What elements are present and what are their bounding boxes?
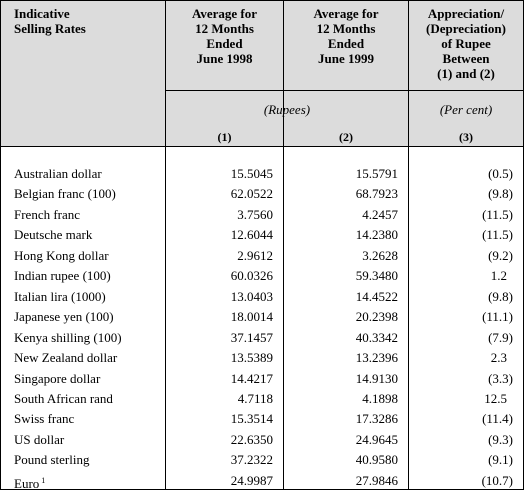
row-label: South African rand	[14, 390, 113, 406]
row-label: US dollar	[14, 431, 65, 447]
footnote-mark: 1	[39, 475, 46, 485]
cell-value: 14.4217	[230, 370, 273, 386]
cell-value: 14.4522	[355, 288, 398, 304]
cell-value: 15.3514	[230, 411, 273, 427]
row-label: Euro 1	[14, 475, 46, 491]
header-text: Selling Rates	[14, 21, 86, 36]
cell-value: 4.1898	[362, 390, 398, 406]
cell-value: 60.0326	[230, 268, 273, 284]
cell-value: (11.1)	[482, 309, 513, 325]
cell-value: 68.7923	[355, 186, 398, 202]
row-label: Italian lira (1000)	[14, 288, 106, 304]
cell-value: 37.1457	[230, 329, 273, 345]
column-number: (3)	[459, 130, 473, 144]
cell-value: (11.4)	[482, 411, 513, 427]
cell-value: 40.3342	[355, 329, 398, 345]
cell-value: 24.9987	[230, 472, 273, 488]
cell-value: (7.9)	[488, 329, 513, 345]
cell-value: 62.0522	[230, 186, 273, 202]
header-text: (Depreciation)	[426, 21, 506, 36]
cell-value: 27.9846	[355, 472, 398, 488]
header-text: 12 Months	[195, 21, 254, 36]
column-number: (1)	[217, 130, 232, 144]
column-rule	[408, 1, 409, 489]
cell-value: 59.3480	[355, 268, 398, 284]
row-label: Singapore dollar	[14, 370, 101, 386]
header-text: of Rupee	[441, 36, 491, 51]
row-label: Deutsche mark	[14, 227, 93, 243]
row-label: Swiss franc	[14, 411, 75, 427]
cell-value: 3.7560	[237, 206, 273, 222]
header-text: Average for	[191, 6, 258, 21]
header-text: Ended	[327, 36, 365, 51]
cell-value: 12.5	[484, 390, 507, 406]
header-text: Average for	[313, 6, 379, 21]
cell-value: 4.2457	[362, 206, 398, 222]
cell-value: 18.0014	[230, 309, 273, 325]
cell-value: 13.5389	[230, 350, 273, 366]
row-label: Kenya shilling (100)	[14, 329, 122, 345]
cell-value: 14.2380	[355, 227, 398, 243]
cell-value: 15.5791	[355, 166, 398, 181]
cell-value: 13.2396	[355, 350, 398, 366]
unit-label: (Rupees)	[263, 102, 311, 117]
unit-label: (Per cent)	[439, 102, 493, 117]
cell-value: (9.8)	[488, 186, 513, 202]
column-number: (2)	[339, 130, 353, 144]
cell-value: (9.1)	[488, 452, 513, 468]
cell-value: 13.0403	[230, 288, 273, 304]
cell-value: 3.2628	[362, 247, 398, 263]
cell-value: 1.2	[490, 268, 507, 284]
header-text: Ended	[206, 36, 243, 51]
row-label: Australian dollar	[14, 166, 102, 181]
cell-value: 17.3286	[355, 411, 398, 427]
header-text: (1) and (2)	[437, 66, 495, 81]
cell-value: (11.5)	[482, 227, 513, 243]
cell-value: 37.2322	[230, 452, 273, 468]
row-rule	[165, 90, 523, 91]
header-text: June 1999	[318, 51, 374, 66]
row-label: Hong Kong dollar	[14, 247, 109, 263]
cell-value: (9.2)	[488, 247, 513, 263]
row-label: Japanese yen (100)	[14, 309, 114, 325]
row-label: Pound sterling	[14, 452, 90, 468]
cell-value: 14.9130	[355, 370, 398, 386]
column-rule	[283, 1, 284, 489]
header-text: 12 Months	[316, 21, 376, 36]
cell-value: (0.5)	[488, 166, 513, 181]
row-label: Indian rupee (100)	[14, 268, 111, 284]
column-rule	[165, 1, 166, 489]
cell-value: (11.5)	[482, 206, 513, 222]
cell-value: 40.9580	[355, 452, 398, 468]
cell-value: 2.3	[490, 350, 507, 366]
header-text: June 1998	[196, 51, 253, 66]
cell-value: 24.9645	[355, 431, 398, 447]
header-text: Indicative	[14, 6, 70, 21]
cell-value: (3.3)	[488, 370, 513, 386]
cell-value: (10.7)	[481, 472, 513, 488]
cell-value: 12.6044	[230, 227, 273, 243]
row-rule	[1, 146, 523, 147]
row-label: French franc	[14, 206, 81, 222]
row-label: Belgian franc (100)	[14, 186, 116, 202]
header-text: Between	[442, 51, 490, 66]
header-text: Appreciation/	[427, 6, 505, 21]
cell-value: 15.5045	[230, 166, 273, 181]
cell-value: 20.2398	[355, 309, 398, 325]
cell-value: (9.3)	[488, 431, 513, 447]
cell-value: 4.7118	[237, 390, 273, 406]
row-label: New Zealand dollar	[14, 350, 118, 366]
cell-value: (9.8)	[488, 288, 513, 304]
cell-value: 2.9612	[237, 247, 273, 263]
header-background	[1, 1, 523, 146]
cell-value: 22.6350	[230, 431, 273, 447]
